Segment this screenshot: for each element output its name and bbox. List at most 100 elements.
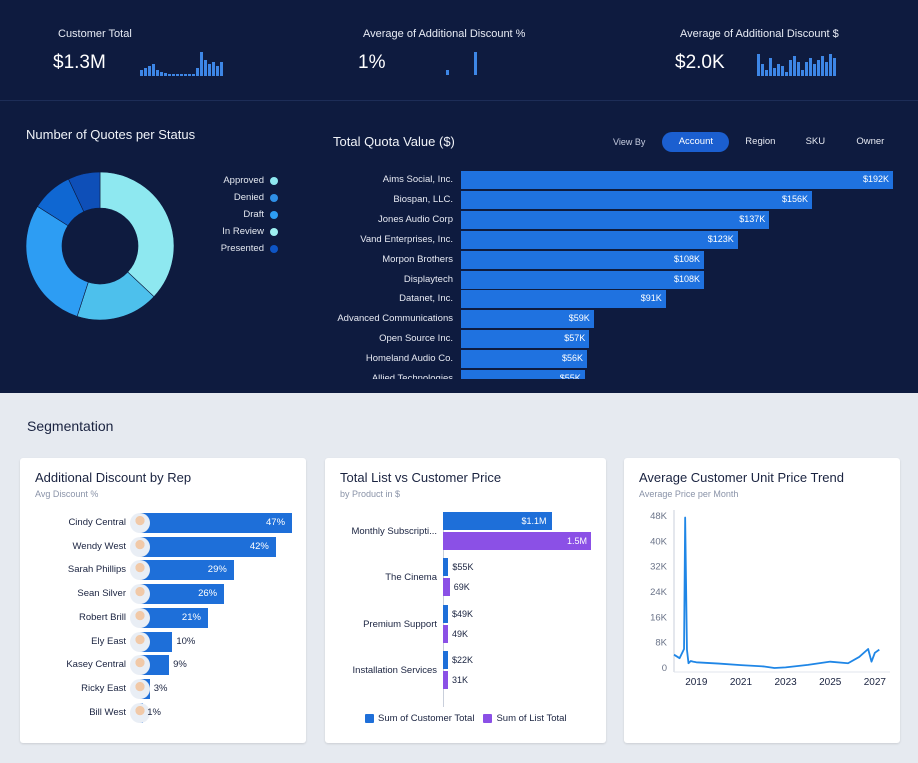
unit-price-trend-card: Average Customer Unit Price Trend Averag… [624,458,900,743]
view-by-sku-button[interactable]: SKU [805,136,826,147]
rep-row[interactable]: Robert Brill 21% [20,607,325,628]
customer-total-bar[interactable] [443,650,448,669]
rep-discount-bar[interactable] [140,560,234,581]
price-bar-value: 1.5M [567,536,588,546]
quota-row[interactable]: Biospan, LLC. $156K [330,190,900,209]
rep-bar-chart[interactable]: Cindy Central 47% Wendy West 42% Sarah Phill… [20,513,306,733]
rep-avatar-icon [130,678,150,699]
quota-account-label: Homeland Audio Co. [365,353,453,365]
rep-row[interactable]: Ricky East 3% [20,678,325,699]
y-tick-label: 24K [650,587,668,598]
x-tick-label: 2019 [685,677,708,688]
quota-bar[interactable]: $137K [461,210,770,229]
quota-bar[interactable]: $56K [461,350,587,369]
view-by-region-button[interactable]: Region [745,136,776,147]
quote-status-donut[interactable] [20,170,180,330]
legend-label: In Review [222,226,264,237]
legend-item-presented[interactable]: Presented [200,240,278,257]
quota-bar-value: $57K [564,333,586,344]
donut-slice-draft[interactable] [25,205,89,317]
rep-row[interactable]: Kasey Central 9% [20,655,325,676]
rep-name: Bill West [89,706,126,718]
legend-item-denied[interactable]: Denied [200,189,278,206]
customer-total-bar[interactable] [443,512,552,530]
list-total-bar[interactable] [443,670,448,689]
card-subtitle: by Product in $ [340,489,401,499]
rep-row[interactable]: Bill West 1% [20,702,325,723]
quota-bar[interactable]: $108K [461,250,704,269]
quota-bar[interactable]: $57K [461,330,590,349]
quota-bar[interactable]: $108K [461,270,704,289]
rep-row[interactable]: Wendy West 42% [20,536,325,557]
donut-slice-approved[interactable] [99,171,175,298]
rep-discount-bar[interactable] [140,607,208,628]
view-by-toggle: View By Account Region SKU Owner [613,132,901,152]
price-trend-line[interactable] [673,516,880,669]
product-label: Premium Support [363,618,437,630]
kpi-value: $2.0K [675,52,725,73]
quota-bar[interactable]: $59K [461,310,594,329]
list-total-bar[interactable] [443,624,448,643]
quota-account-label: Morpon Brothers [382,253,453,265]
price-bar-value: 31K [452,674,469,685]
quota-row[interactable]: Aims Social, Inc. $192K [330,171,900,189]
legend-item-in-review[interactable]: In Review [200,223,278,240]
y-tick-label: 40K [650,536,668,547]
status-chart-title: Number of Quotes per Status [26,127,196,142]
customer-total-bar[interactable] [443,604,448,623]
view-by-label: View By [613,137,646,147]
quota-bar[interactable]: $123K [461,230,738,249]
rep-discount-bar[interactable] [140,513,292,533]
rep-row[interactable]: Sarah Phillips 29% [20,560,325,581]
kpi-value: $1.3M [53,52,106,73]
quota-row[interactable]: Advanced Communications $59K [330,310,900,329]
quota-bar-value: $56K [561,353,583,364]
legend-label: Denied [233,192,264,203]
price-bar-chart[interactable]: Monthly Subscripti... $1.1M 1.5M The Cinema… [325,512,606,707]
quota-row[interactable]: Morpon Brothers $108K [330,250,900,269]
rep-avatar-icon [130,584,150,605]
list-total-bar[interactable] [443,532,591,550]
rep-row[interactable]: Cindy Central 47% [20,513,325,533]
quota-row[interactable]: Allied Technologies $55K [330,370,900,379]
price-trend-line-chart[interactable]: 0 8K 16K 24K 32K 40K 48K 2019 2021 2023 2025 2027 [624,506,900,736]
list-total-bar[interactable] [443,578,450,597]
kpi-sparkline [446,52,477,75]
quota-bar[interactable]: $156K [461,190,812,209]
view-by-account-button[interactable]: Account [662,132,730,152]
quota-row[interactable]: Datanet, Inc. $91K [330,290,900,309]
legend-item-approved[interactable]: Approved [200,172,278,189]
legend-swatch [270,176,278,185]
legend-item-draft[interactable]: Draft [200,206,278,223]
quota-bar[interactable]: $55K [461,370,585,379]
quota-row[interactable]: Displaytech $108K [330,270,900,289]
quota-bar-chart[interactable]: Aims Social, Inc. $192K Biospan, LLC. $156K… [330,170,900,379]
quota-row[interactable]: Vand Enterprises, Inc. $123K [330,230,900,249]
quota-row[interactable]: Open Source Inc. $57K [330,330,900,349]
rep-row[interactable]: Sean Silver 26% [20,584,325,605]
quota-account-label: Displaytech [403,273,453,285]
kpi-divider [0,100,918,101]
legend-list-total[interactable]: Sum of List Total [496,713,567,724]
rep-discount-bar[interactable] [140,584,225,605]
quota-bar-value: $137K [739,213,766,224]
rep-avatar-icon [130,560,150,581]
quota-bar-value: $156K [781,193,808,204]
donut-slice-presented[interactable] [68,171,101,213]
rep-name: Robert Brill [79,611,126,623]
quota-row[interactable]: Homeland Audio Co. $56K [330,350,900,369]
rep-row[interactable]: Ely East 10% [20,631,325,652]
rep-avatar-icon [130,702,150,723]
legend-swatch [270,193,278,202]
quota-row[interactable]: Jones Audio Corp $137K [330,210,900,229]
customer-total-bar[interactable] [443,558,449,577]
product-label: The Cinema [385,572,437,584]
rep-discount-bar[interactable] [140,536,276,557]
view-by-owner-button[interactable]: Owner [856,136,885,147]
legend-customer-total[interactable]: Sum of Customer Total [378,713,475,724]
rep-discount-value: 10% [176,635,196,647]
price-bar-value: $55K [452,562,474,573]
quota-bar[interactable]: $192K [461,171,893,189]
quota-account-label: Allied Technologies [371,373,453,379]
quota-bar[interactable]: $91K [461,290,666,309]
